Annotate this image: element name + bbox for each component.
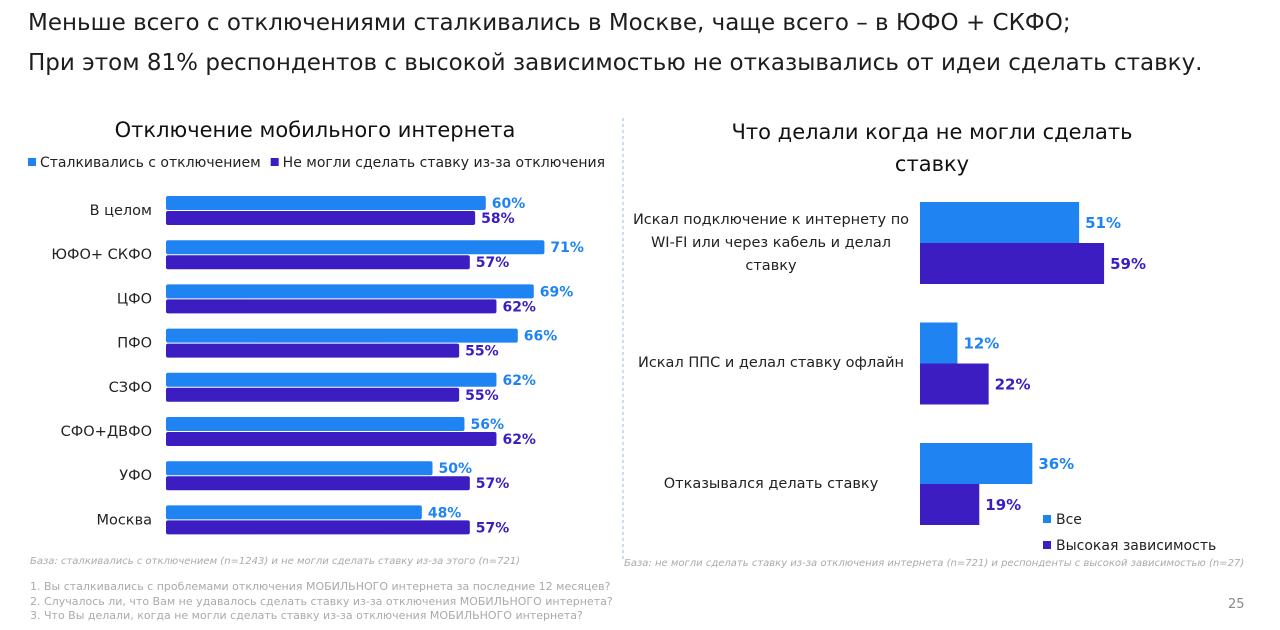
header-line: Меньше всего с отключениями сталкивались… <box>28 10 1071 36</box>
value-label: 58% <box>481 211 515 227</box>
chart-title: Отключение мобильного интернета <box>114 118 516 142</box>
bar <box>166 461 433 476</box>
bar <box>166 328 518 343</box>
category-label: Искал подключение к интернету по WI-FI и… <box>632 211 910 274</box>
category-label: УФО <box>119 468 152 484</box>
value-label: 71% <box>550 240 584 256</box>
value-label: 19% <box>985 496 1021 514</box>
legend-swatch <box>1043 541 1051 549</box>
bar <box>920 243 1105 284</box>
value-label: 55% <box>465 344 499 360</box>
bar <box>920 363 989 405</box>
value-label: 22% <box>995 376 1031 394</box>
value-label: 48% <box>428 505 462 521</box>
value-label: 12% <box>963 335 999 353</box>
value-label: 62% <box>502 373 536 389</box>
category-label: Отказывался делать ставку <box>663 475 879 492</box>
bar <box>166 372 497 387</box>
bar <box>166 255 470 270</box>
bar <box>166 343 460 358</box>
category-label: Москва <box>96 512 152 528</box>
value-label: 57% <box>476 520 510 536</box>
category-label: ПФО <box>117 336 152 352</box>
category-label: В целом <box>90 203 152 219</box>
question-note: 2. Случалось ли, что Вам не удавалось сд… <box>30 595 613 608</box>
bar <box>166 520 470 535</box>
value-label: 62% <box>502 432 536 448</box>
base-note: База: сталкивались с отключением (n=1243… <box>30 556 521 567</box>
bar <box>920 484 980 525</box>
base-note: База: не могли сделать ставку из-за откл… <box>624 558 1245 569</box>
category-label: СЗФО <box>109 380 152 396</box>
bar <box>166 240 545 255</box>
value-label: 57% <box>476 255 510 271</box>
question-note: 3. Что Вы делали, когда не могли сделать… <box>30 609 583 622</box>
category-label: Искал ППС и делал ставку офлайн <box>637 355 904 371</box>
legend-swatch <box>270 158 279 166</box>
value-label: 66% <box>524 329 558 345</box>
bar <box>166 387 460 402</box>
bar <box>166 505 422 520</box>
category-label: ЮФО+ СКФО <box>51 247 152 263</box>
value-label: 60% <box>492 196 526 212</box>
page-number: 25 <box>1228 597 1245 612</box>
value-label: 57% <box>476 476 510 492</box>
category-label: ЦФО <box>117 291 152 307</box>
legend-label: Не могли сделать ставку из-за отключения <box>283 155 605 171</box>
value-label: 56% <box>470 417 504 433</box>
legend-label: Все <box>1056 512 1082 528</box>
category-label: СФО+ДВФО <box>61 424 152 440</box>
bar <box>920 443 1033 484</box>
value-label: 59% <box>1110 255 1146 273</box>
header-line: При этом 81% респондентов с высокой зави… <box>28 50 1203 76</box>
legend-swatch <box>28 158 36 166</box>
bar <box>920 322 958 364</box>
legend-label: Сталкивались с отключением <box>40 155 261 171</box>
bar <box>166 476 470 491</box>
value-label: 36% <box>1038 455 1074 473</box>
question-note: 1. Вы сталкивались с проблемами отключен… <box>30 580 611 593</box>
bar <box>166 432 497 446</box>
bar <box>166 417 465 431</box>
value-label: 50% <box>439 461 473 477</box>
value-label: 69% <box>540 284 574 300</box>
bar <box>920 202 1080 243</box>
bar <box>166 284 534 299</box>
chart-title: Что делали когда не могли сделать ставку <box>731 120 1133 176</box>
bar <box>166 299 497 314</box>
legend-swatch <box>1043 515 1051 523</box>
value-label: 62% <box>502 299 536 315</box>
bar <box>166 196 486 210</box>
value-label: 55% <box>465 388 499 404</box>
value-label: 51% <box>1085 214 1121 232</box>
bar <box>166 211 476 225</box>
legend-label: Высокая зависимость <box>1056 538 1216 554</box>
